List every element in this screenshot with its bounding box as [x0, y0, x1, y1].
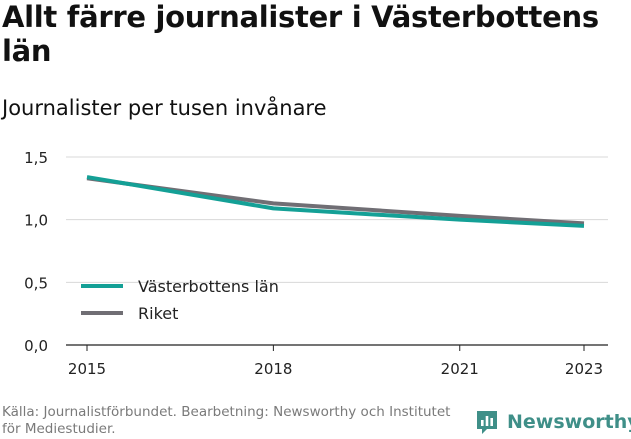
legend-label: Riket — [138, 304, 178, 323]
y-tick-label: 0,5 — [24, 274, 48, 292]
legend: Västerbottens län Riket — [81, 277, 279, 323]
chart-title: Allt färre journalister i Västerbottens … — [2, 0, 599, 68]
x-tick-label: 2023 — [565, 360, 603, 378]
line-chart: 0,0 0,5 1,0 1,5 2015 2018 2021 2023 Västerbott… — [24, 149, 608, 378]
x-axis-ticks: 2015 2018 2021 2023 — [68, 345, 603, 378]
x-tick-label: 2021 — [441, 360, 479, 378]
newsworthy-logo-icon — [477, 411, 497, 434]
x-tick-label: 2018 — [254, 360, 292, 378]
y-axis-ticks: 0,0 0,5 1,0 1,5 — [24, 149, 48, 355]
legend-label: Västerbottens län — [138, 277, 279, 296]
y-tick-label: 1,5 — [24, 149, 48, 167]
brand-name: Newsworthy — [507, 411, 631, 433]
brand-logo: Newsworthy — [475, 407, 631, 437]
series-line — [86, 175, 585, 228]
chart-subtitle: Journalister per tusen invånare — [2, 96, 327, 120]
series-line — [86, 176, 585, 226]
y-tick-label: 1,0 — [24, 212, 48, 230]
x-tick-label: 2015 — [68, 360, 106, 378]
source-note: Källa: Journalistförbundet. Bearbetning:… — [2, 404, 451, 437]
y-tick-label: 0,0 — [24, 337, 48, 355]
series-lines — [86, 175, 585, 228]
